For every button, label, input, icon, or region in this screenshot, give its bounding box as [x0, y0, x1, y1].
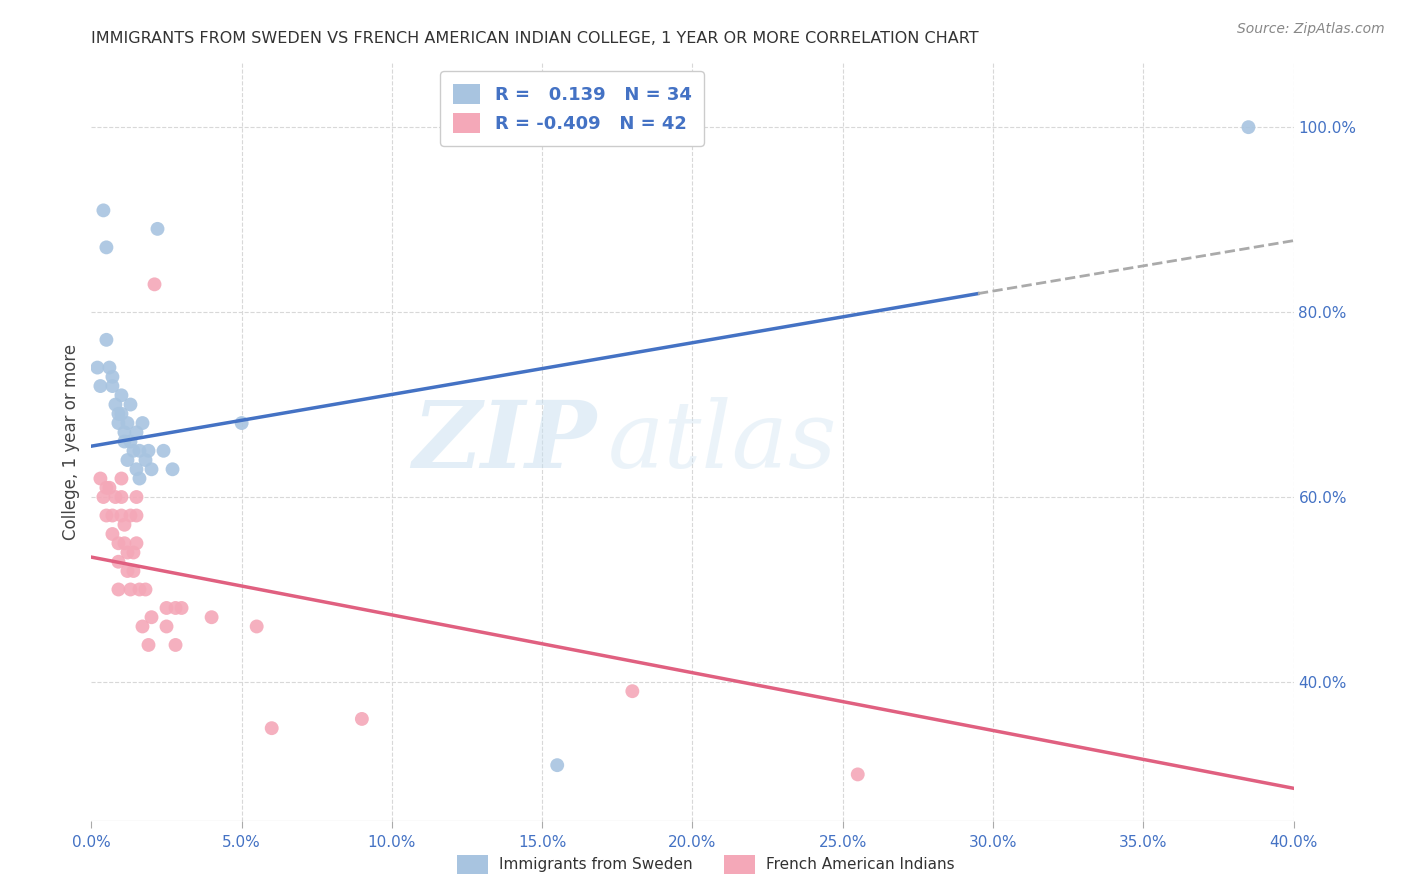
- Point: [120, 582, 142, 597]
- Point: [114, 517, 136, 532]
- Point: [134, 453, 156, 467]
- Point: [350, 712, 373, 726]
- Point: [141, 610, 163, 624]
- Point: [117, 416, 139, 430]
- Point: [162, 462, 184, 476]
- Point: [155, 601, 177, 615]
- Point: [110, 490, 132, 504]
- Point: [138, 638, 160, 652]
- Text: Immigrants from Sweden: Immigrants from Sweden: [499, 857, 693, 872]
- Point: [101, 527, 124, 541]
- Point: [96, 240, 118, 254]
- Point: [138, 443, 160, 458]
- Point: [110, 508, 132, 523]
- Point: [134, 582, 156, 597]
- Point: [114, 425, 136, 440]
- Point: [101, 369, 124, 384]
- Point: [120, 508, 142, 523]
- Point: [120, 434, 142, 449]
- Point: [96, 508, 118, 523]
- Point: [114, 536, 136, 550]
- Text: ZIP: ZIP: [412, 397, 596, 486]
- Point: [120, 398, 142, 412]
- Point: [107, 416, 129, 430]
- Point: [104, 490, 127, 504]
- Point: [125, 490, 148, 504]
- Point: [86, 360, 108, 375]
- Point: [101, 508, 124, 523]
- Point: [125, 508, 148, 523]
- Point: [125, 425, 148, 440]
- Point: [93, 490, 115, 504]
- Point: [104, 398, 127, 412]
- Point: [621, 684, 644, 698]
- Point: [546, 758, 568, 772]
- Point: [96, 333, 118, 347]
- Point: [260, 721, 283, 735]
- Point: [93, 203, 115, 218]
- Point: [143, 277, 166, 292]
- Point: [89, 471, 111, 485]
- Y-axis label: College, 1 year or more: College, 1 year or more: [62, 343, 80, 540]
- Point: [125, 536, 148, 550]
- Point: [170, 601, 193, 615]
- Point: [246, 619, 269, 633]
- Point: [101, 379, 124, 393]
- Point: [128, 582, 150, 597]
- Point: [152, 443, 174, 458]
- Point: [89, 379, 111, 393]
- Point: [1237, 120, 1260, 135]
- Point: [201, 610, 224, 624]
- Point: [231, 416, 253, 430]
- Text: French American Indians: French American Indians: [766, 857, 955, 872]
- Point: [110, 388, 132, 402]
- Point: [98, 481, 121, 495]
- Point: [98, 360, 121, 375]
- Point: [141, 462, 163, 476]
- Point: [114, 434, 136, 449]
- Point: [110, 471, 132, 485]
- Point: [122, 564, 145, 578]
- Point: [107, 536, 129, 550]
- Point: [107, 582, 129, 597]
- Point: [128, 443, 150, 458]
- Point: [165, 601, 187, 615]
- Point: [155, 619, 177, 633]
- Point: [125, 462, 148, 476]
- Point: [107, 555, 129, 569]
- Text: IMMIGRANTS FROM SWEDEN VS FRENCH AMERICAN INDIAN COLLEGE, 1 YEAR OR MORE CORRELA: IMMIGRANTS FROM SWEDEN VS FRENCH AMERICA…: [91, 31, 979, 46]
- Point: [117, 564, 139, 578]
- Point: [117, 545, 139, 559]
- Point: [846, 767, 869, 781]
- Point: [107, 407, 129, 421]
- Point: [122, 443, 145, 458]
- Point: [122, 545, 145, 559]
- Point: [131, 416, 153, 430]
- Text: Source: ZipAtlas.com: Source: ZipAtlas.com: [1237, 22, 1385, 37]
- Point: [165, 638, 187, 652]
- Point: [110, 407, 132, 421]
- Point: [117, 453, 139, 467]
- Text: atlas: atlas: [609, 397, 838, 486]
- Point: [131, 619, 153, 633]
- Point: [146, 222, 169, 236]
- Point: [128, 471, 150, 485]
- Point: [96, 481, 118, 495]
- Legend: R =   0.139   N = 34, R = -0.409   N = 42: R = 0.139 N = 34, R = -0.409 N = 42: [440, 71, 704, 145]
